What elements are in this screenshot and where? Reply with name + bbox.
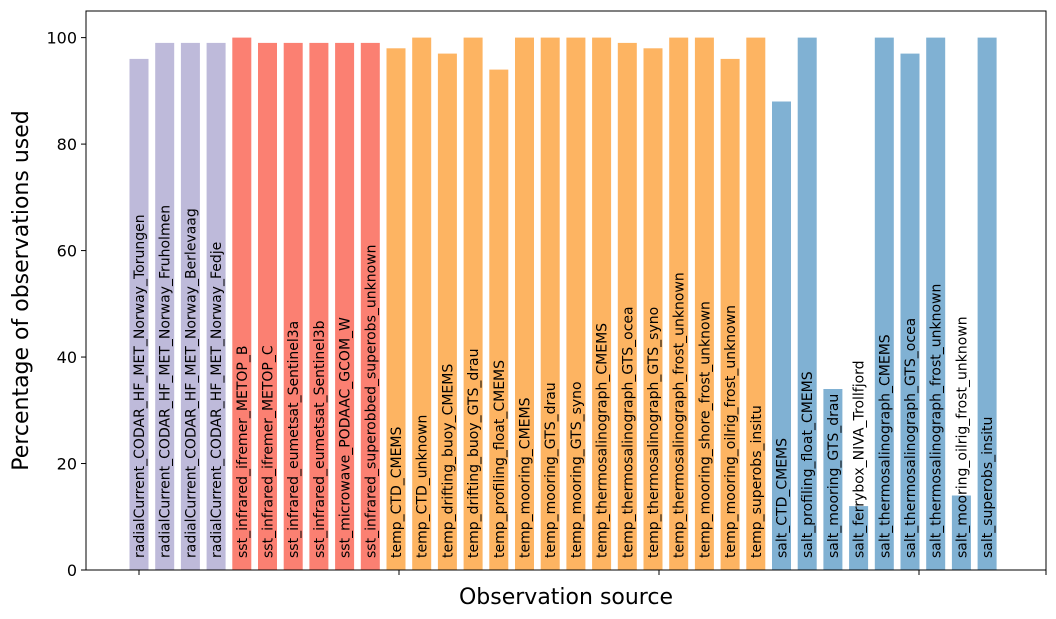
bar-sst_infrared_ifremer_METOP_B [232, 37, 252, 571]
bar-label-temp_mooring_CMEMS: temp_mooring_CMEMS [518, 397, 534, 558]
bar-label-temp_mooring_GTS_drau: temp_mooring_GTS_drau [543, 382, 559, 558]
bar-label-salt_superobs_insitu: salt_superobs_insitu [980, 417, 996, 558]
bar-temp_mooring_shore_frost_unknown [694, 37, 714, 571]
bar-radialCurrent_CODAR_HF_MET_Norway_Fruholmen [155, 42, 175, 570]
bar-temp_mooring_oilrig_frost_unknown [720, 58, 740, 571]
bar-radialCurrent_CODAR_HF_MET_Norway_Torungen [129, 58, 149, 571]
bar-label-temp_thermosalinograph_GTS_syno: temp_thermosalinograph_GTS_syno [646, 307, 662, 558]
bars-group [129, 37, 997, 571]
bar-label-sst_infrared_ifremer_METOP_B: sst_infrared_ifremer_METOP_B [235, 346, 251, 558]
bar-label-radialCurrent_CODAR_HF_MET_Norway_Fruholmen: radialCurrent_CODAR_HF_MET_Norway_Fruhol… [158, 205, 174, 558]
bar-temp_profiling_float_CMEMS [489, 69, 509, 570]
bar-label-sst_microwave_PODAAC_GCOM_W: sst_microwave_PODAAC_GCOM_W [338, 317, 354, 558]
bar-temp_CTD_CMEMS [386, 48, 406, 571]
bar-label-radialCurrent_CODAR_HF_MET_Norway_Fedje: radialCurrent_CODAR_HF_MET_Norway_Fedje [209, 242, 225, 558]
bar-label-salt_profiling_float_CMEMS: salt_profiling_float_CMEMS [800, 371, 816, 558]
bar-label-temp_thermosalinograph_frost_unknown: temp_thermosalinograph_frost_unknown [672, 272, 688, 558]
bar-temp_CTD_unknown [412, 37, 432, 571]
bar-label-sst_infrared_superobbed_superobs_unknown: sst_infrared_superobbed_superobs_unknown [363, 245, 379, 558]
bar-label-sst_infrared_eumetsat_Sentinel3b: sst_infrared_eumetsat_Sentinel3b [312, 320, 328, 558]
y-tick-label: 40 [57, 348, 77, 367]
x-axis-label: Observation source [459, 585, 673, 610]
bar-sst_infrared_eumetsat_Sentinel3b [309, 42, 329, 570]
bar-salt_profiling_float_CMEMS [797, 37, 817, 571]
y-tick-label: 20 [57, 455, 77, 474]
bar-salt_thermosalinograph_CMEMS [874, 37, 894, 571]
y-axis-ticks: 0 20 40 60 80 100 [46, 29, 86, 580]
bar-radialCurrent_CODAR_HF_MET_Norway_Fedje [206, 42, 226, 570]
bar-label-salt_mooring_oilrig_frost_unknown: salt_mooring_oilrig_frost_unknown [954, 316, 970, 558]
bar-label-temp_drifting_buoy_GTS_drau: temp_drifting_buoy_GTS_drau [466, 349, 482, 558]
bar-label-salt_thermosalinograph_CMEMS: salt_thermosalinograph_CMEMS [877, 334, 893, 558]
bar-temp_thermosalinograph_GTS_ocea [617, 42, 637, 570]
bar-label-temp_CTD_CMEMS: temp_CTD_CMEMS [389, 426, 405, 558]
bar-label-radialCurrent_CODAR_HF_MET_Norway_Berlevaag: radialCurrent_CODAR_HF_MET_Norway_Berlev… [183, 208, 199, 558]
y-tick-label: 80 [57, 135, 77, 154]
bar-salt_superobs_insitu [977, 37, 997, 571]
bar-label-temp_mooring_GTS_syno: temp_mooring_GTS_syno [569, 381, 585, 558]
bar-label-sst_infrared_eumetsat_Sentinel3a: sst_infrared_eumetsat_Sentinel3a [286, 321, 302, 558]
bar-label-temp_mooring_oilrig_frost_unknown: temp_mooring_oilrig_frost_unknown [723, 305, 739, 558]
bar-temp_thermosalinograph_frost_unknown [669, 37, 689, 571]
bar-temp_superobs_insitu [746, 37, 766, 571]
y-axis-label: Percentage of observations used [9, 110, 34, 470]
bar-salt_thermosalinograph_frost_unknown [926, 37, 946, 571]
y-tick-label: 60 [57, 242, 77, 261]
bar-label-temp_thermosalinograph_GTS_ocea: temp_thermosalinograph_GTS_ocea [620, 306, 636, 558]
bar-label-temp_superobs_insitu: temp_superobs_insitu [749, 405, 765, 558]
bar-temp_mooring_GTS_syno [566, 37, 586, 571]
bar-label-salt_ferrybox_NIVA_Trollfjord: salt_ferrybox_NIVA_Trollfjord [852, 360, 868, 558]
bar-sst_infrared_ifremer_METOP_C [258, 42, 277, 570]
bar-sst_microwave_PODAAC_GCOM_W [335, 42, 355, 570]
bar-label-salt_CTD_CMEMS: salt_CTD_CMEMS [775, 438, 791, 558]
bar-label-salt_mooring_GTS_drau: salt_mooring_GTS_drau [826, 394, 842, 558]
y-tick-label: 0 [67, 561, 77, 580]
bar-temp_drifting_buoy_GTS_drau [463, 37, 483, 571]
bar-sst_infrared_superobbed_superobs_unknown [360, 42, 380, 570]
bar-label-temp_mooring_shore_frost_unknown: temp_mooring_shore_frost_unknown [697, 301, 713, 558]
bar-label-radialCurrent_CODAR_HF_MET_Norway_Torungen: radialCurrent_CODAR_HF_MET_Norway_Torung… [132, 214, 148, 558]
bar-label-temp_CTD_unknown: temp_CTD_unknown [415, 415, 431, 558]
bar-label-salt_thermosalinograph_frost_unknown: salt_thermosalinograph_frost_unknown [929, 284, 945, 558]
bar-label-temp_drifting_buoy_CMEMS: temp_drifting_buoy_CMEMS [440, 364, 456, 558]
bar-salt_mooring_oilrig_frost_unknown [951, 495, 971, 570]
bar-temp_drifting_buoy_CMEMS [437, 53, 457, 571]
bar-temp_mooring_GTS_drau [540, 37, 560, 571]
bar-label-salt_thermosalinograph_GTS_ocea: salt_thermosalinograph_GTS_ocea [903, 318, 919, 558]
bar-temp_mooring_CMEMS [515, 37, 534, 571]
bar-temp_thermosalinograph_CMEMS [592, 37, 612, 571]
bar-salt_mooring_GTS_drau [823, 389, 843, 570]
bar-salt_ferrybox_NIVA_Trollfjord [849, 506, 869, 570]
y-tick-label: 100 [46, 29, 77, 48]
bar-label-temp_profiling_float_CMEMS: temp_profiling_float_CMEMS [492, 360, 508, 558]
bar-label-temp_thermosalinograph_CMEMS: temp_thermosalinograph_CMEMS [595, 323, 611, 558]
bar-salt_CTD_CMEMS [772, 101, 791, 570]
x-axis-ticks [138, 570, 1047, 575]
bar-salt_thermosalinograph_GTS_ocea [900, 53, 920, 571]
bar-labels-group: radialCurrent_CODAR_HF_MET_Norway_Torung… [132, 205, 996, 558]
bar-sst_infrared_eumetsat_Sentinel3a [283, 42, 303, 570]
bar-radialCurrent_CODAR_HF_MET_Norway_Berlevaag [180, 42, 200, 570]
plot-frame [85, 10, 1047, 571]
bar-label-sst_infrared_ifremer_METOP_C: sst_infrared_ifremer_METOP_C [261, 345, 277, 558]
bar-temp_thermosalinograph_GTS_syno [643, 48, 663, 571]
